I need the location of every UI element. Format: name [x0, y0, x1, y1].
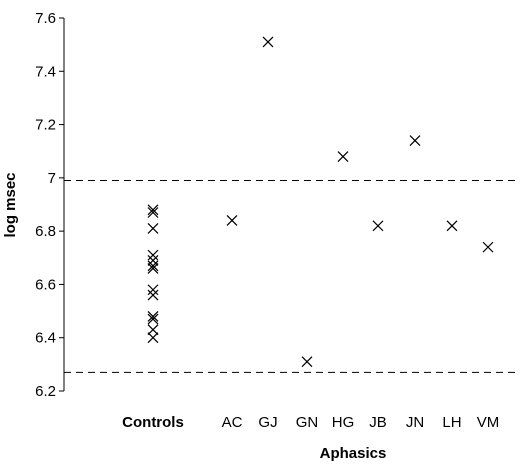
y-tick-label: 6.8: [35, 223, 56, 240]
data-point-marker: [301, 356, 313, 368]
data-point-marker: [482, 241, 494, 253]
y-axis: 6.2 6.4 6.6 6.8 7 7.2 7.4 7.6: [35, 10, 65, 400]
data-point-marker: [147, 255, 159, 266]
data-point-marker: [147, 204, 159, 216]
data-point-marker: [226, 215, 238, 226]
data-point-marker: [147, 263, 159, 274]
data-point-marker: [147, 249, 159, 261]
data-point-marker: [147, 313, 159, 325]
data-point-marker: [372, 220, 384, 232]
y-tick-label: 6.4: [35, 330, 56, 347]
reference-lines: [64, 180, 517, 373]
x-category-label: JN: [406, 414, 424, 431]
data-point-marker: [337, 151, 349, 162]
data-point-marker: [147, 223, 159, 234]
x-category-label: GJ: [258, 414, 277, 431]
data-point-marker: [147, 310, 159, 322]
x-category-label: GN: [296, 414, 319, 431]
data-point-marker: [446, 220, 458, 232]
x-category-labels: Controls AC GJ GN HG JB JN LH VM: [122, 414, 499, 431]
x-axis-title: Aphasics: [320, 445, 387, 462]
x-category-label: Controls: [122, 414, 184, 431]
y-tick-label: 7.2: [35, 117, 56, 134]
x-category-label: HG: [332, 414, 355, 431]
data-markers: [147, 36, 494, 368]
data-point-marker: [147, 284, 159, 296]
x-category-label: JB: [369, 414, 387, 431]
data-point-marker: [147, 332, 159, 344]
y-tick-label: 6.6: [35, 276, 56, 293]
y-tick-label: 6.2: [35, 383, 56, 400]
x-category-label: AC: [222, 414, 243, 431]
data-point-marker: [262, 36, 274, 48]
y-axis-title: log msec: [2, 172, 19, 237]
data-point-marker: [147, 260, 159, 272]
y-tick-label: 7.6: [35, 10, 56, 27]
data-point-marker: [147, 207, 159, 218]
x-category-label: LH: [442, 414, 461, 431]
data-point-marker: [409, 135, 421, 146]
y-tick-label: 7: [48, 170, 56, 187]
data-point-marker: [147, 289, 159, 301]
y-tick-label: 7.4: [35, 63, 56, 80]
data-point-marker: [147, 324, 159, 336]
x-category-label: VM: [477, 414, 500, 431]
